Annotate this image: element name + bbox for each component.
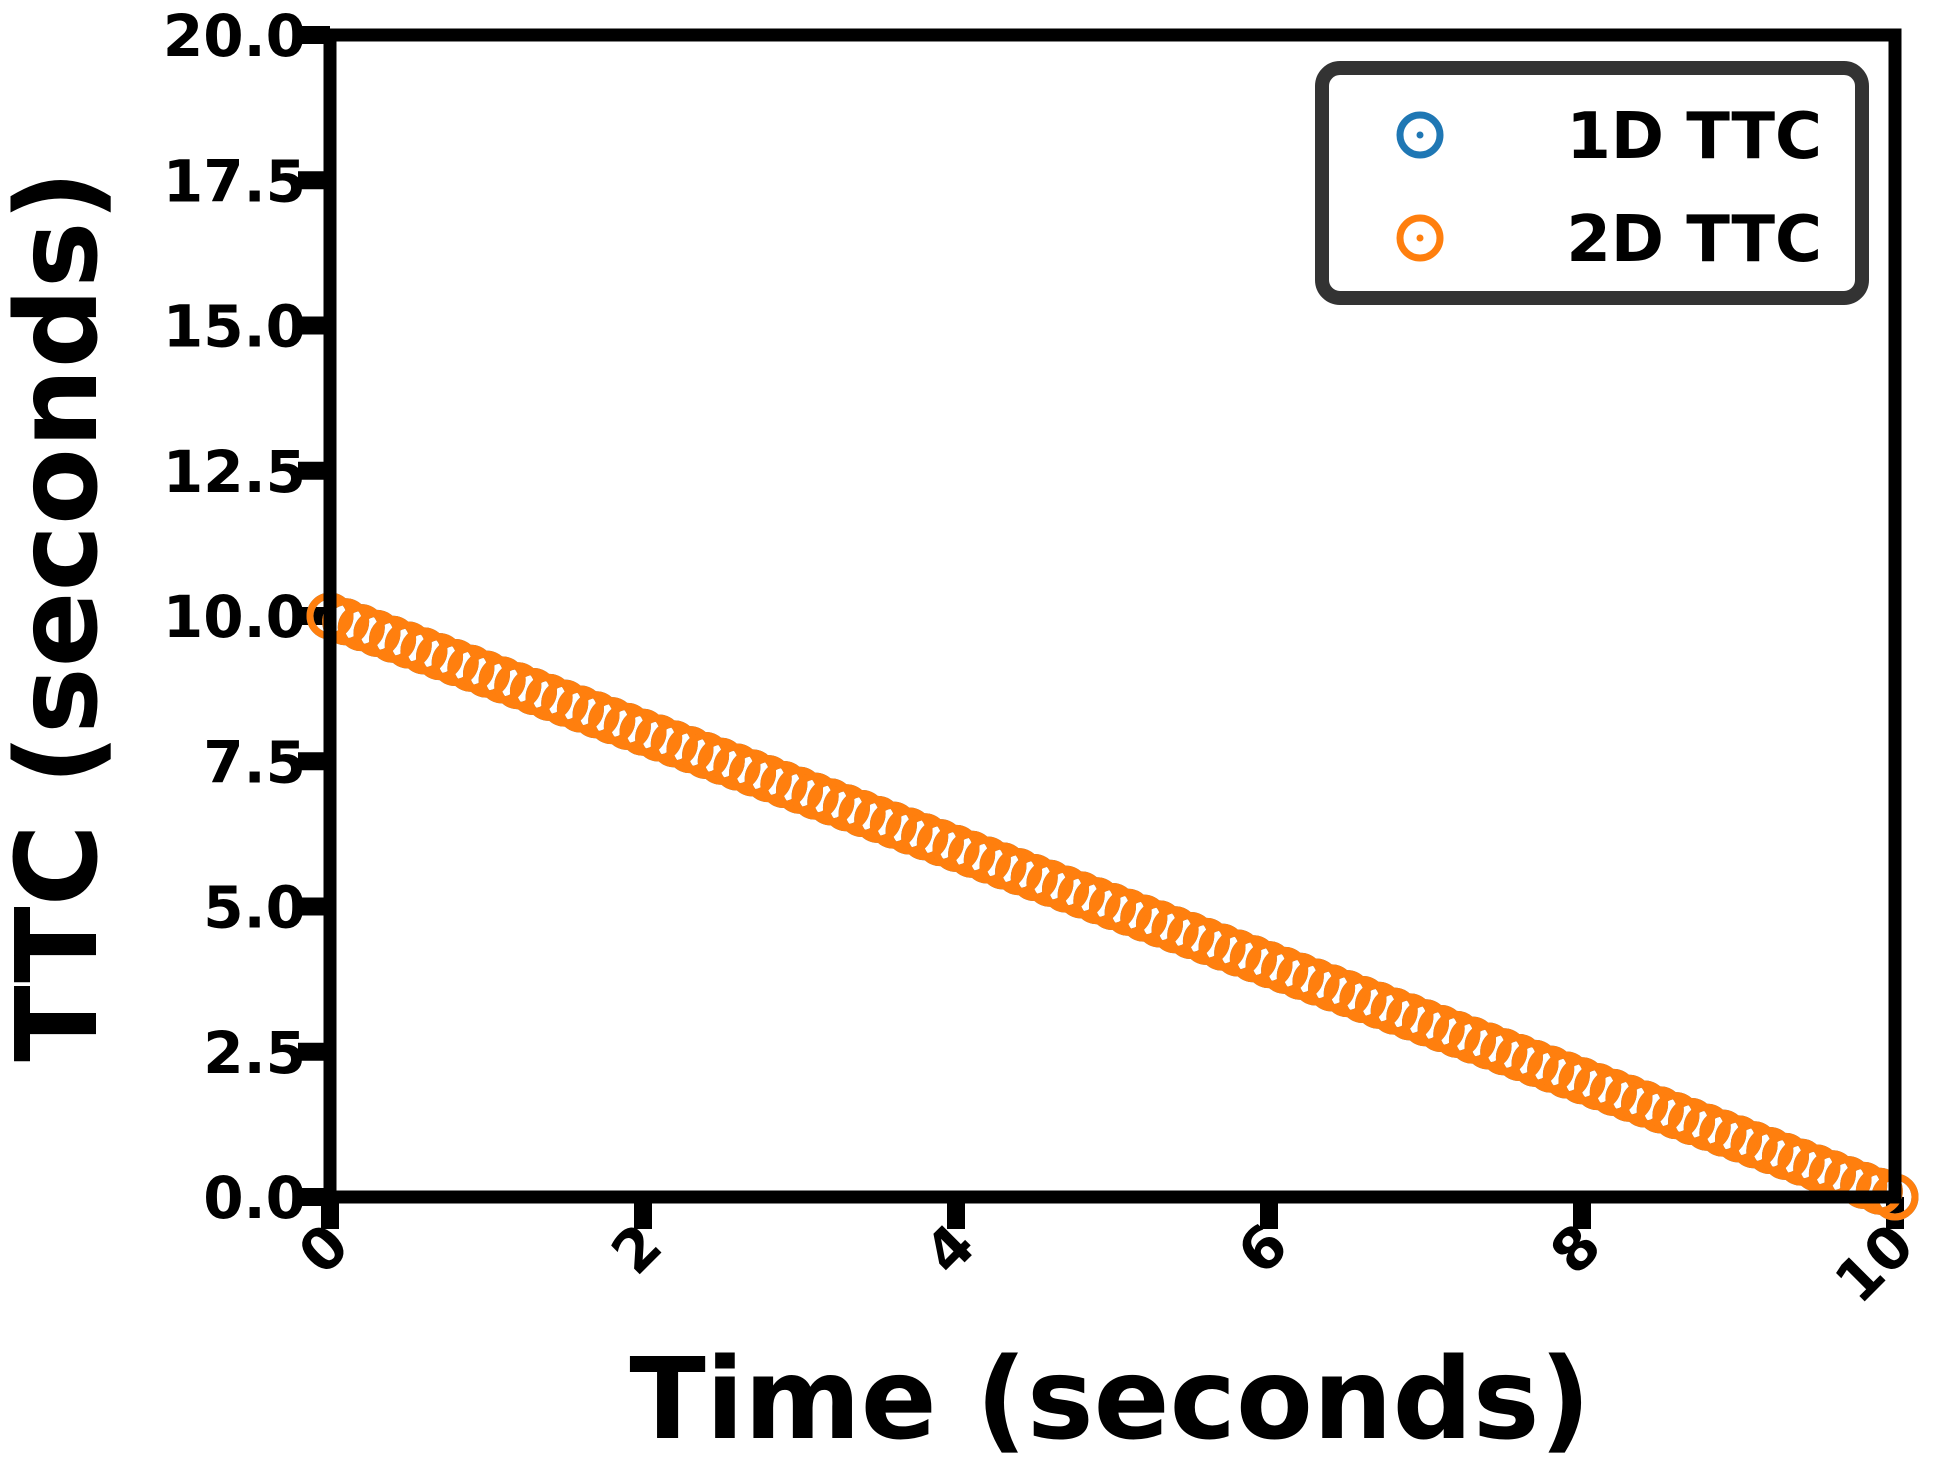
x-tick-label: 10 <box>1822 1211 1927 1316</box>
legend-label: 1D TTC <box>1566 100 1822 174</box>
y-tick-label: 17.5 <box>163 147 306 215</box>
y-tick-label: 0.0 <box>203 1164 306 1232</box>
x-axis-ticks: 0 2 4 6 8 10 <box>285 1197 1927 1316</box>
legend-marker-center <box>1416 131 1424 139</box>
x-tick-label: 8 <box>1537 1211 1614 1288</box>
plot-frame <box>323 28 1902 1204</box>
y-tick-label: 15.0 <box>163 293 306 361</box>
y-tick-label: 10.0 <box>163 583 306 651</box>
legend-marker-center <box>1416 234 1424 242</box>
legend-label: 2D TTC <box>1566 203 1822 277</box>
x-tick-label: 2 <box>598 1211 675 1288</box>
series-2d-ttc <box>306 592 1919 1221</box>
legend-box <box>1315 61 1869 305</box>
y-tick-label: 20.0 <box>163 2 306 70</box>
data-marks <box>306 592 1919 1221</box>
x-axis-label: Time (seconds) <box>629 1335 1590 1462</box>
y-tick-label: 12.5 <box>163 438 306 506</box>
legend: 1D TTC 2D TTC <box>1315 61 1869 305</box>
y-tick-label: 7.5 <box>203 728 306 796</box>
legend-marker <box>1396 214 1444 262</box>
y-axis-label: TTC (seconds) <box>0 170 123 1061</box>
y-tick-label: 2.5 <box>203 1019 306 1087</box>
x-tick-label: 4 <box>911 1211 988 1288</box>
x-tick-label: 6 <box>1224 1211 1301 1288</box>
y-axis-ticks: 0.0 2.5 5.0 7.5 10.0 12.5 15.0 17.5 20.0 <box>163 2 330 1232</box>
legend-marker <box>1396 111 1444 159</box>
y-tick-label: 5.0 <box>203 874 306 942</box>
